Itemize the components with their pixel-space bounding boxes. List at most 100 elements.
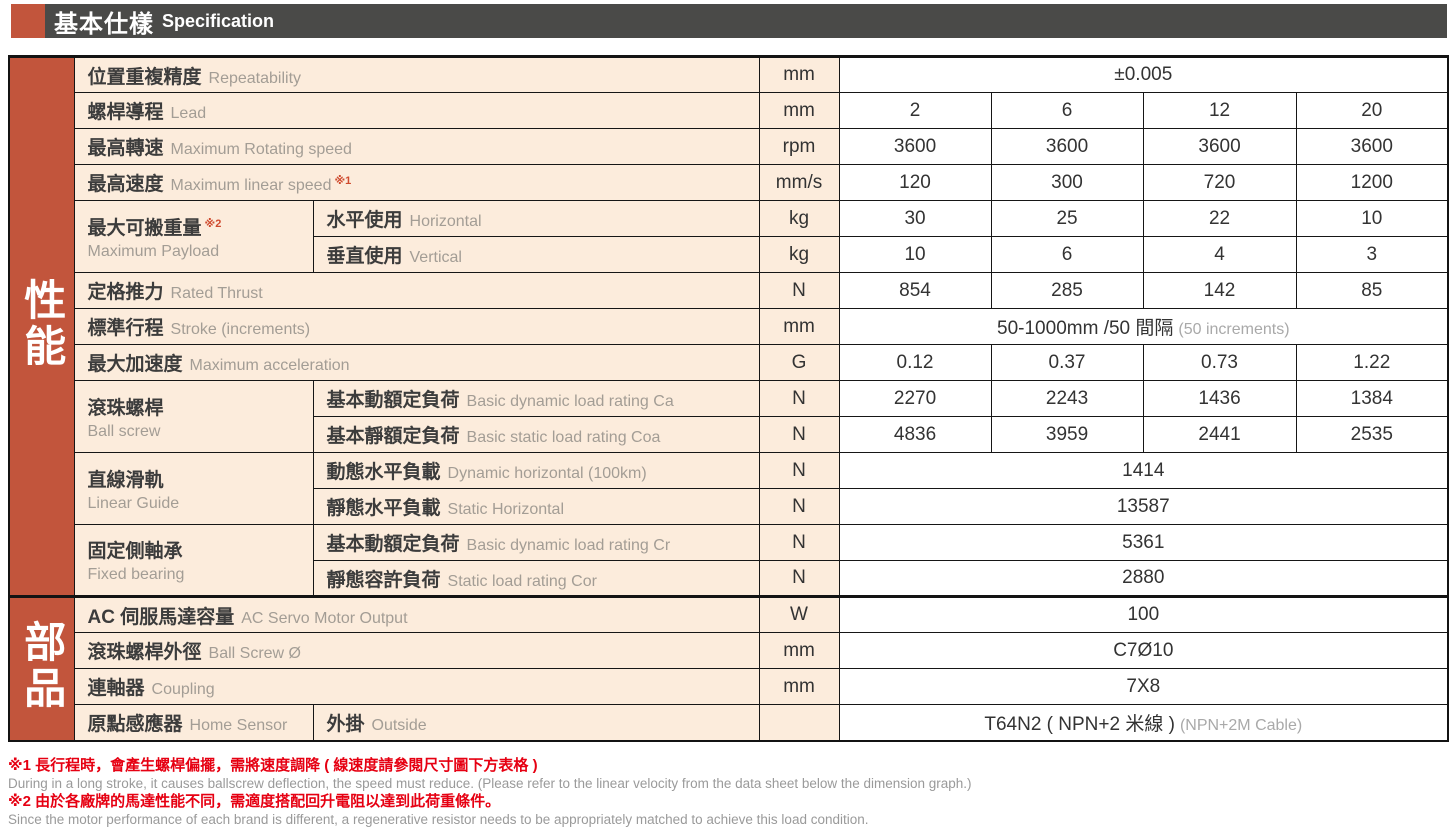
row-screw-diameter: 滾珠螺桿外徑 Ball Screw Ø mm C7Ø10 bbox=[9, 632, 1449, 669]
label-zh: 最高速度 bbox=[87, 174, 164, 195]
unit-cell: N bbox=[758, 416, 840, 453]
group-label-fixed-bearing: 固定側軸承 Fixed bearing bbox=[73, 524, 314, 597]
row-rotating-speed: 最高轉速 Maximum Rotating speed rpm 3600 3600… bbox=[9, 128, 1449, 165]
value-cell: 2270 bbox=[838, 380, 992, 417]
value-cell: 4836 bbox=[838, 416, 992, 453]
value-cell: 2880 bbox=[838, 560, 1449, 597]
label-zh: 外掛 bbox=[326, 713, 365, 735]
unit-cell: mm bbox=[758, 308, 840, 345]
label-cell: 最高轉速 Maximum Rotating speed bbox=[73, 128, 760, 165]
row-home-sensor: 原點感應器 Home Sensor 外掛 Outside T64N2 ( NPN+2… bbox=[9, 704, 1449, 741]
value-cell: 85 bbox=[1295, 272, 1449, 309]
footnote-2-zh: ※2 由於各廠牌的馬達性能不同，需適度搭配回升電阻以達到此荷重條件。 bbox=[8, 793, 501, 810]
label-en: AC Servo Motor Output bbox=[241, 609, 408, 627]
label-zh: 滾珠螺桿外徑 bbox=[87, 642, 202, 663]
label-zh: 基本靜額定負荷 bbox=[326, 426, 460, 447]
header-accent-square bbox=[11, 4, 45, 38]
label-cell: 標準行程 Stroke (increments) bbox=[73, 308, 760, 345]
unit-cell: N bbox=[758, 272, 840, 309]
label-en: Home Sensor bbox=[189, 716, 288, 734]
page-title-zh: 基本仕樣 bbox=[54, 10, 154, 38]
stroke-value-en: (50 increments) bbox=[1178, 321, 1290, 338]
label-cell: 位置重複精度 Repeatability bbox=[73, 56, 760, 93]
label-en: Ball Screw Ø bbox=[208, 645, 301, 662]
value-cell: 6 bbox=[990, 92, 1144, 129]
label-zh: 標準行程 bbox=[87, 318, 164, 339]
value-cell: 1200 bbox=[1295, 164, 1449, 201]
unit-cell: G bbox=[758, 344, 840, 381]
label-en: Basic dynamic load rating Cr bbox=[466, 537, 671, 554]
value-cell: 5361 bbox=[838, 524, 1449, 561]
row-lead: 螺桿導程 Lead mm 2 6 12 20 bbox=[9, 92, 1449, 129]
footnote-marker-2: ※2 bbox=[204, 218, 222, 231]
label-en: Rated Thrust bbox=[170, 285, 263, 302]
value-cell: 0.12 bbox=[838, 344, 992, 381]
row-repeatability: 性能 位置重複精度 Repeatability mm ±0.005 bbox=[8, 56, 1449, 597]
label-zh: 定格推力 bbox=[87, 282, 164, 303]
row-linear-guide-static: 靜態水平負載 Static Horizontal N 13587 bbox=[9, 488, 1449, 525]
sublabel-cell: 水平使用 Horizontal bbox=[312, 200, 760, 237]
home-sensor-value: T64N2 ( NPN+2 米線 ) bbox=[984, 713, 1175, 735]
footnotes: ※1 長行程時，會產生螺桿偏擺，需將速度調降 ( 線速度請參閱尺寸圖下方表格 )… bbox=[8, 757, 1447, 829]
label-en: Horizontal bbox=[409, 213, 482, 230]
value-cell: 30 bbox=[838, 200, 992, 237]
label-cell: AC 伺服馬達容量 AC Servo Motor Output bbox=[73, 595, 760, 633]
label-en: Stroke (increments) bbox=[170, 321, 311, 338]
label-zh: 基本動額定負荷 bbox=[326, 390, 460, 411]
unit-cell: kg bbox=[758, 200, 840, 237]
label-zh: 螺桿導程 bbox=[87, 102, 164, 123]
label-en: Vertical bbox=[409, 249, 462, 266]
label-zh: 水平使用 bbox=[326, 210, 403, 231]
row-payload-vertical: 垂直使用 Vertical kg 10 6 4 3 bbox=[9, 236, 1449, 273]
row-ball-screw-dynamic: 滾珠螺桿 Ball screw 基本動額定負荷 Basic dynamic load… bbox=[9, 380, 1449, 453]
value-cell: 3 bbox=[1295, 236, 1449, 273]
group-label-linear-guide: 直線滑軌 Linear Guide bbox=[73, 452, 314, 525]
label-en: Coupling bbox=[151, 681, 215, 698]
sidebar-performance: 性能 bbox=[8, 56, 75, 597]
unit-cell: rpm bbox=[758, 128, 840, 165]
label-cell: 原點感應器 Home Sensor bbox=[73, 704, 314, 741]
unit-cell: mm bbox=[758, 632, 840, 669]
label-cell: 定格推力 Rated Thrust bbox=[73, 272, 760, 309]
value-cell: 285 bbox=[990, 272, 1144, 309]
label-cell: 滾珠螺桿外徑 Ball Screw Ø bbox=[73, 632, 760, 669]
row-linear-speed: 最高速度 Maximum linear speed ※1 mm/s 120 300 … bbox=[9, 164, 1449, 201]
footnote-marker-1: ※1 bbox=[334, 174, 352, 187]
value-cell: 7X8 bbox=[838, 668, 1449, 705]
home-sensor-value-en: (NPN+2M Cable) bbox=[1179, 716, 1303, 734]
value-cell: C7Ø10 bbox=[838, 632, 1449, 669]
sublabel-cell: 垂直使用 Vertical bbox=[312, 236, 760, 273]
value-cell: 10 bbox=[1295, 200, 1449, 237]
value-cell: 1414 bbox=[838, 452, 1449, 489]
value-cell: 22 bbox=[1142, 200, 1297, 237]
label-zh: 最高轉速 bbox=[87, 138, 164, 159]
label-en: Maximum Rotating speed bbox=[170, 141, 352, 158]
row-fixed-bearing-static: 靜態容許負荷 Static load rating Cor N 2880 bbox=[9, 560, 1449, 597]
value-cell: 3600 bbox=[1295, 128, 1449, 165]
value-cell: 0.73 bbox=[1142, 344, 1297, 381]
row-linear-guide-dynamic: 直線滑軌 Linear Guide 動態水平負載 Dynamic horizonta… bbox=[9, 452, 1449, 525]
sublabel-cell: 動態水平負載 Dynamic horizontal (100km) bbox=[312, 452, 760, 489]
label-en: Maximum Payload bbox=[87, 242, 220, 260]
label-en: Maximum linear speed bbox=[170, 177, 332, 194]
label-en: Ball screw bbox=[87, 422, 161, 440]
value-cell: 4 bbox=[1142, 236, 1297, 273]
label-zh: 位置重複精度 bbox=[87, 66, 202, 88]
value-cell: 1436 bbox=[1142, 380, 1297, 417]
sublabel-cell: 外掛 Outside bbox=[312, 704, 760, 741]
row-stroke: 標準行程 Stroke (increments) mm 50-1000mm /50… bbox=[9, 308, 1449, 345]
row-payload-horizontal: 最大可搬重量 ※2 Maximum Payload 水平使用 Horizontal k… bbox=[9, 200, 1449, 273]
value-cell: 3959 bbox=[990, 416, 1144, 453]
unit-cell: N bbox=[758, 380, 840, 417]
sublabel-cell: 基本靜額定負荷 Basic static load rating Coa bbox=[312, 416, 760, 453]
unit-cell: kg bbox=[758, 236, 840, 273]
value-cell: 0.37 bbox=[990, 344, 1144, 381]
footnote-1-zh: ※1 長行程時，會產生螺桿偏擺，需將速度調降 ( 線速度請參閱尺寸圖下方表格 ) bbox=[8, 757, 538, 774]
label-en: Maximum acceleration bbox=[189, 357, 350, 374]
value-cell: 50-1000mm /50 間隔 (50 increments) bbox=[838, 308, 1449, 345]
label-en: Linear Guide bbox=[87, 494, 180, 512]
footnote-2-en: Since the motor performance of each bran… bbox=[8, 812, 869, 827]
value-cell: 6 bbox=[990, 236, 1144, 273]
value-cell: 854 bbox=[838, 272, 992, 309]
unit-cell: N bbox=[758, 524, 840, 561]
